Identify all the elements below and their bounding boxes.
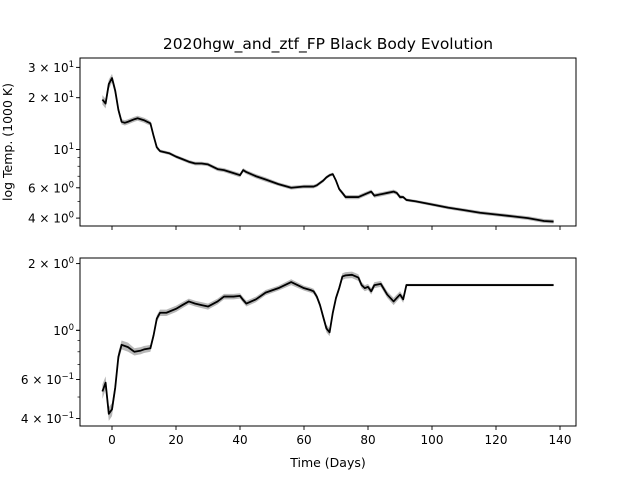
- x-tick-label: 60: [296, 433, 311, 447]
- panel-temperature: 2020hgw_and_ztf_FP Black Body Evolution …: [0, 35, 577, 230]
- y-tick-label: 100: [53, 323, 74, 338]
- y-axis-temperature: 3 × 101 2 × 101 101 6 × 100 4 × 100: [28, 60, 80, 226]
- chart-title: 2020hgw_and_ztf_FP Black Body Evolution: [163, 35, 493, 54]
- y-tick-label: 4 × 100: [28, 211, 74, 226]
- panel-radius: Time (Days) 2 × 100 100 6 × 10−1 4 × 10−1 0…: [21, 256, 577, 470]
- y-tick-label: 2 × 101: [28, 90, 74, 105]
- x-tick-label: 120: [485, 433, 508, 447]
- x-axis-ticks-top: [111, 226, 561, 230]
- x-tick-label: 100: [421, 433, 444, 447]
- y-tick-label: 6 × 100: [28, 180, 74, 195]
- x-tick-label: 80: [360, 433, 375, 447]
- series-line: [101, 77, 554, 223]
- y-tick-label: 6 × 10−1: [21, 372, 74, 387]
- x-tick-label: 0: [108, 433, 116, 447]
- plot-frame-temperature: [79, 57, 577, 227]
- y-axis-radius: 2 × 100 100 6 × 10−1 4 × 10−1: [21, 256, 80, 426]
- y-tick-label: 101: [53, 142, 74, 157]
- series-line: [101, 273, 554, 415]
- series-line-radius: [101, 273, 554, 415]
- y-tick-label: 4 × 10−1: [21, 411, 74, 426]
- x-tick-label: 40: [232, 433, 247, 447]
- y-axis-label-temperature: log Temp. (1000 K): [0, 83, 15, 201]
- plot-frame-radius: [79, 257, 577, 427]
- series-line-temperature: [101, 77, 554, 223]
- y-tick-label: 2 × 100: [28, 256, 74, 271]
- x-tick-label: 140: [549, 433, 572, 447]
- y-tick-label: 3 × 101: [28, 60, 74, 75]
- x-tick-label: 20: [168, 433, 183, 447]
- x-axis-label: Time (Days): [289, 455, 366, 470]
- x-axis-bottom: 0 20 40 60 80 100 120 140: [108, 426, 571, 447]
